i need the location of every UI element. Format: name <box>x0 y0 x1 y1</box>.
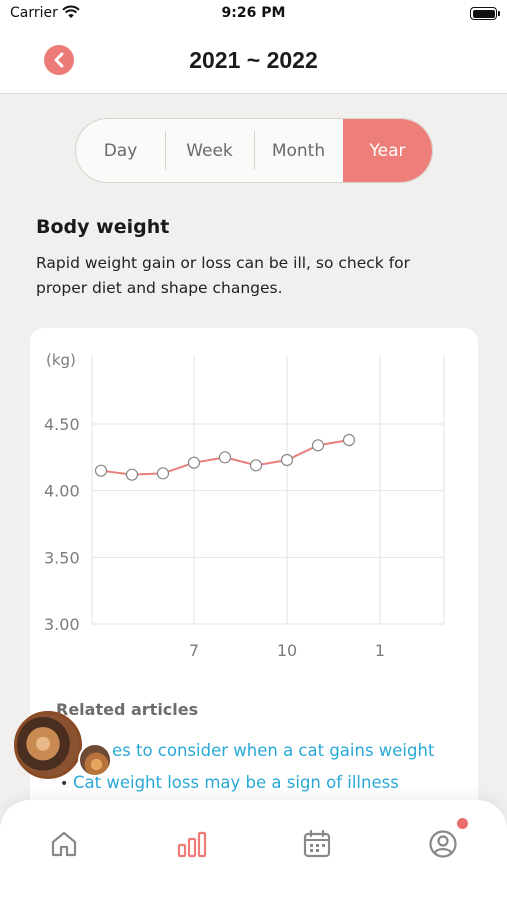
navigation-bar: 2021 ~ 2022 <box>0 30 507 94</box>
section-description: Rapid weight gain or loss can be ill, so… <box>36 254 411 297</box>
tab-home[interactable] <box>48 828 80 860</box>
data-point <box>156 467 170 480</box>
tab-month[interactable]: Month <box>254 119 343 182</box>
x-tick-label: 1 <box>375 641 385 660</box>
y-tick-label: 4.50 <box>44 415 80 434</box>
article-link-weight-loss[interactable]: Cat weight loss may be a sign of illness <box>73 773 399 792</box>
section-title: Body weight <box>36 216 170 238</box>
y-tick-label: 4.00 <box>44 482 80 501</box>
y-axis-label: (kg) <box>46 351 76 369</box>
bar-chart-icon <box>177 831 207 858</box>
data-point <box>94 464 108 477</box>
article-link-weight-gain[interactable]: es to consider when a cat gains weight <box>112 741 435 760</box>
carrier-label: Carrier <box>10 5 58 21</box>
related-articles-heading: Related articles <box>56 700 199 719</box>
page-title: 2021 ~ 2022 <box>189 47 318 73</box>
cat-avatar-bubble[interactable] <box>14 711 82 779</box>
profile-icon <box>429 830 457 858</box>
tab-statistics[interactable] <box>176 828 208 860</box>
x-tick-label: 10 <box>277 641 297 660</box>
data-point <box>342 433 356 447</box>
bottom-tab-bar <box>0 800 507 900</box>
data-point <box>249 459 263 472</box>
period-segmented-control: Day Week Month Year <box>75 118 433 183</box>
wifi-icon <box>62 4 80 23</box>
calendar-icon <box>303 829 331 858</box>
home-icon <box>51 831 77 857</box>
tab-calendar[interactable] <box>301 828 333 860</box>
data-point <box>311 439 325 452</box>
clock-label: 9:26 PM <box>221 5 286 21</box>
status-bar: Carrier 9:26 PM <box>0 0 507 30</box>
data-point <box>218 451 232 464</box>
y-tick-label: 3.50 <box>44 548 80 567</box>
tab-profile[interactable] <box>427 828 459 860</box>
x-tick-label: 7 <box>189 641 199 660</box>
tab-week[interactable]: Week <box>165 119 254 182</box>
chevron-left-icon <box>54 52 64 68</box>
y-tick-label: 3.00 <box>44 615 80 634</box>
bullet-icon: • <box>60 776 69 792</box>
cat-thumbnail-bubble[interactable] <box>78 743 112 777</box>
tab-year[interactable]: Year <box>343 119 432 182</box>
data-point <box>187 456 201 469</box>
tab-day[interactable]: Day <box>103 140 138 161</box>
notification-badge <box>457 818 468 829</box>
back-button[interactable] <box>44 45 74 75</box>
data-point <box>280 453 294 467</box>
data-point <box>125 468 139 481</box>
weight-line-chart: 4.50 4.00 3.50 3.00 (kg) 7 10 1 <box>44 351 445 660</box>
battery-icon <box>470 7 500 20</box>
